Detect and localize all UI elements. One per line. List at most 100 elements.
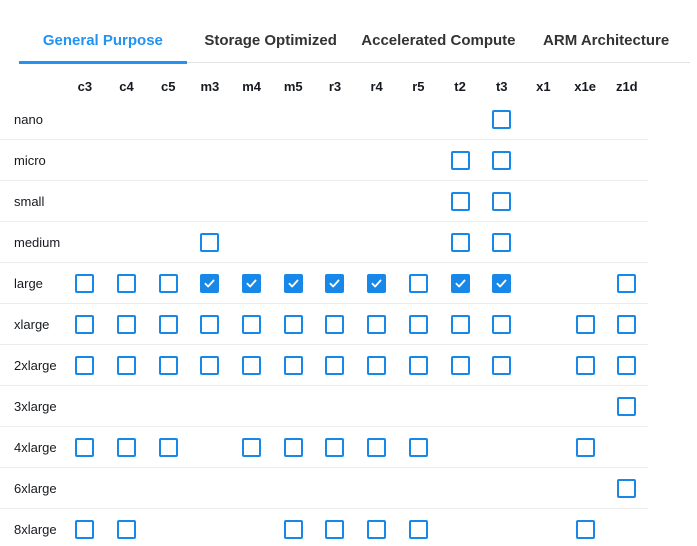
checkbox-large-m5[interactable]: [283, 273, 303, 293]
checkbox-3xlarge-z1d[interactable]: [617, 396, 637, 416]
checkbox-2xlarge-m3[interactable]: [200, 355, 220, 375]
cell-8xlarge-r4: [356, 509, 398, 546]
checkbox-xlarge-z1d[interactable]: [617, 314, 637, 334]
cell-8xlarge-c4: [106, 509, 148, 546]
checkbox-2xlarge-r5[interactable]: [408, 355, 428, 375]
checkbox-2xlarge-t2[interactable]: [450, 355, 470, 375]
cell-xlarge-c5: [147, 304, 189, 344]
cell-4xlarge-r3: [314, 427, 356, 467]
checkbox-large-t2[interactable]: [450, 273, 470, 293]
checkbox-micro-t3[interactable]: [492, 150, 512, 170]
cell-nano-m3: [189, 99, 231, 139]
checkbox-large-r5[interactable]: [408, 273, 428, 293]
checkbox-8xlarge-r3[interactable]: [325, 519, 345, 539]
tab-accelerated-compute[interactable]: Accelerated Compute: [361, 32, 516, 49]
checkbox-4xlarge-c5[interactable]: [158, 437, 178, 457]
checkbox-xlarge-t2[interactable]: [450, 314, 470, 334]
checkbox-xlarge-m5[interactable]: [283, 314, 303, 334]
checkbox-4xlarge-r3[interactable]: [325, 437, 345, 457]
checkbox-4xlarge-m5[interactable]: [283, 437, 303, 457]
cell-3xlarge-c3: [64, 386, 106, 426]
checkbox-2xlarge-c4[interactable]: [117, 355, 137, 375]
cell-small-m5: [272, 181, 314, 221]
checkbox-xlarge-x1e[interactable]: [575, 314, 595, 334]
checkbox-small-t2[interactable]: [450, 191, 470, 211]
checkbox-xlarge-m3[interactable]: [200, 314, 220, 334]
checkbox-nano-t3[interactable]: [492, 109, 512, 129]
cell-4xlarge-r4: [356, 427, 398, 467]
checkbox-8xlarge-m5[interactable]: [283, 519, 303, 539]
checkbox-small-t3[interactable]: [492, 191, 512, 211]
checkbox-large-t3[interactable]: [492, 273, 512, 293]
checkbox-4xlarge-c3[interactable]: [75, 437, 95, 457]
checkbox-2xlarge-t3[interactable]: [492, 355, 512, 375]
cell-3xlarge-m4: [231, 386, 273, 426]
cell-8xlarge-m3: [189, 509, 231, 546]
cell-nano-r3: [314, 99, 356, 139]
checkbox-xlarge-r4[interactable]: [367, 314, 387, 334]
tab-arm-architecture[interactable]: ARM Architecture: [543, 32, 670, 49]
checkbox-medium-t2[interactable]: [450, 232, 470, 252]
cell-large-r4: [356, 263, 398, 303]
checkbox-6xlarge-z1d[interactable]: [617, 478, 637, 498]
tab-general-purpose[interactable]: General Purpose: [19, 26, 187, 64]
cell-xlarge-r4: [356, 304, 398, 344]
checkbox-2xlarge-c3[interactable]: [75, 355, 95, 375]
checkbox-micro-t2[interactable]: [450, 150, 470, 170]
checkbox-xlarge-c3[interactable]: [75, 314, 95, 334]
cell-xlarge-t3: [481, 304, 523, 344]
checkbox-large-c5[interactable]: [158, 273, 178, 293]
checkbox-large-z1d[interactable]: [617, 273, 637, 293]
cell-large-z1d: [606, 263, 648, 303]
checkbox-4xlarge-c4[interactable]: [117, 437, 137, 457]
checkbox-xlarge-c4[interactable]: [117, 314, 137, 334]
cell-8xlarge-c3: [64, 509, 106, 546]
checkbox-4xlarge-r5[interactable]: [408, 437, 428, 457]
checkbox-2xlarge-x1e[interactable]: [575, 355, 595, 375]
checkbox-8xlarge-c4[interactable]: [117, 519, 137, 539]
checkbox-large-r4[interactable]: [367, 273, 387, 293]
checkbox-2xlarge-c5[interactable]: [158, 355, 178, 375]
checkbox-xlarge-c5[interactable]: [158, 314, 178, 334]
cell-small-c4: [106, 181, 148, 221]
checkbox-4xlarge-m4[interactable]: [242, 437, 262, 457]
cell-micro-r3: [314, 140, 356, 180]
checkbox-xlarge-m4[interactable]: [242, 314, 262, 334]
cell-8xlarge-r3: [314, 509, 356, 546]
cell-3xlarge-t2: [439, 386, 481, 426]
checkbox-large-m4[interactable]: [242, 273, 262, 293]
tab-storage-optimized[interactable]: Storage Optimized: [204, 32, 337, 49]
cell-xlarge-c4: [106, 304, 148, 344]
checkbox-large-c3[interactable]: [75, 273, 95, 293]
cell-micro-r5: [398, 140, 440, 180]
checkbox-8xlarge-r4[interactable]: [367, 519, 387, 539]
checkbox-2xlarge-m5[interactable]: [283, 355, 303, 375]
tab-bar: General Purpose Storage Optimized Accelera…: [19, 26, 690, 64]
checkbox-4xlarge-r4[interactable]: [367, 437, 387, 457]
checkbox-xlarge-r5[interactable]: [408, 314, 428, 334]
checkbox-medium-m3[interactable]: [200, 232, 220, 252]
checkbox-large-r3[interactable]: [325, 273, 345, 293]
checkbox-xlarge-r3[interactable]: [325, 314, 345, 334]
checkbox-4xlarge-x1e[interactable]: [575, 437, 595, 457]
checkbox-2xlarge-r4[interactable]: [367, 355, 387, 375]
column-header-c4: c4: [119, 79, 134, 94]
checkbox-8xlarge-x1e[interactable]: [575, 519, 595, 539]
column-header-r5: r5: [412, 79, 425, 94]
cell-3xlarge-x1: [523, 386, 565, 426]
checkbox-2xlarge-z1d[interactable]: [617, 355, 637, 375]
checkbox-2xlarge-m4[interactable]: [242, 355, 262, 375]
cell-medium-t3: [481, 222, 523, 262]
column-header-r4: r4: [370, 79, 383, 94]
checkbox-medium-t3[interactable]: [492, 232, 512, 252]
cell-2xlarge-c4: [106, 345, 148, 385]
checkbox-xlarge-t3[interactable]: [492, 314, 512, 334]
checkbox-large-c4[interactable]: [117, 273, 137, 293]
matrix-row-6xlarge: 6xlarge: [0, 468, 648, 509]
checkbox-8xlarge-c3[interactable]: [75, 519, 95, 539]
checkbox-8xlarge-r5[interactable]: [408, 519, 428, 539]
cell-micro-c3: [64, 140, 106, 180]
cell-nano-t3: [481, 99, 523, 139]
checkbox-large-m3[interactable]: [200, 273, 220, 293]
checkbox-2xlarge-r3[interactable]: [325, 355, 345, 375]
